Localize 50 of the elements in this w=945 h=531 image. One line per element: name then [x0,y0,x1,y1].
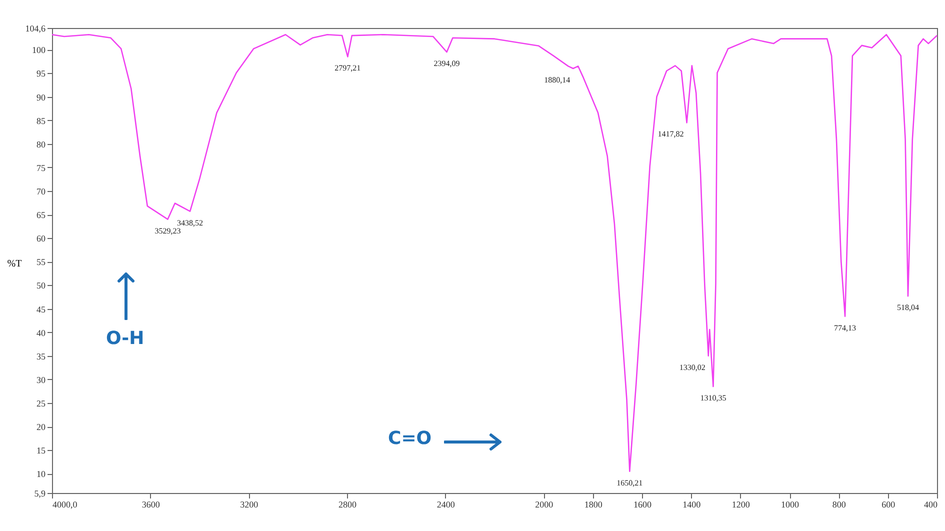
x-tick-label: 1200 [732,500,750,510]
x-tick-label: 800 [832,500,846,510]
x-tick-label: 3200 [240,500,259,510]
y-tick-label: 25 [36,398,46,409]
y-tick-label: 90 [36,92,46,102]
y-tick-label: 85 [36,116,46,126]
y-tick-label: 10 [36,469,46,480]
annotation: 1310,35 [700,394,726,403]
x-tick-label: 1000 [781,500,800,510]
x-tick-label: 2800 [338,500,357,510]
y-tick-label: 80 [36,139,46,150]
y-tick-label: 104,6 [25,24,46,34]
annotation: 774,13 [834,323,856,332]
y-tick-label: 50 [36,280,46,291]
y-tick-label: 100 [32,45,46,56]
x-tick-label: 4000,0 [52,500,78,510]
y-tick-label: 65 [36,210,46,220]
x-tick-label: 2400 [436,500,456,510]
y-tick-label: 60 [36,234,46,244]
x-tick-label: 3600 [142,500,160,510]
annotation: 2797,21 [334,64,361,73]
annotation: 1330,02 [679,362,706,372]
y-tick-label: 15 [36,446,46,456]
line-series [51,34,938,472]
x-tick-label: 1800 [584,500,603,510]
annotation: 2394,09 [434,59,460,68]
y-tick-label: 55 [36,257,46,268]
annotation: 1880,14 [544,76,570,85]
y-tick-label: 30 [36,374,46,385]
annotation: 1417,82 [658,130,684,139]
y-axis-title: %T [7,258,22,270]
annotation: 3529,23 [154,226,181,236]
x-tick-label: 2000 [535,500,554,510]
annotation: 3438,52 [177,218,204,228]
y-tick-label: 45 [36,304,46,314]
y-tick-label: 35 [36,351,46,362]
x-tick-label: 400 [924,500,938,510]
y-tick-label: 20 [36,422,46,432]
x-tick-label: 1600 [634,500,652,510]
y-tick-label: 95 [36,68,46,79]
y-tick-label: 40 [36,328,46,338]
y-tick-label: 75 [36,162,46,173]
annotation: C=O [388,428,432,449]
annotation: 518,04 [896,303,919,312]
annotation: 1650,21 [616,478,643,488]
annotation: O-H [106,328,144,349]
x-tick-label: 600 [882,500,896,510]
y-tick-label: 70 [36,186,46,197]
y-tick-label: 5,9 [34,488,46,498]
x-tick-label: 1400 [682,500,702,510]
